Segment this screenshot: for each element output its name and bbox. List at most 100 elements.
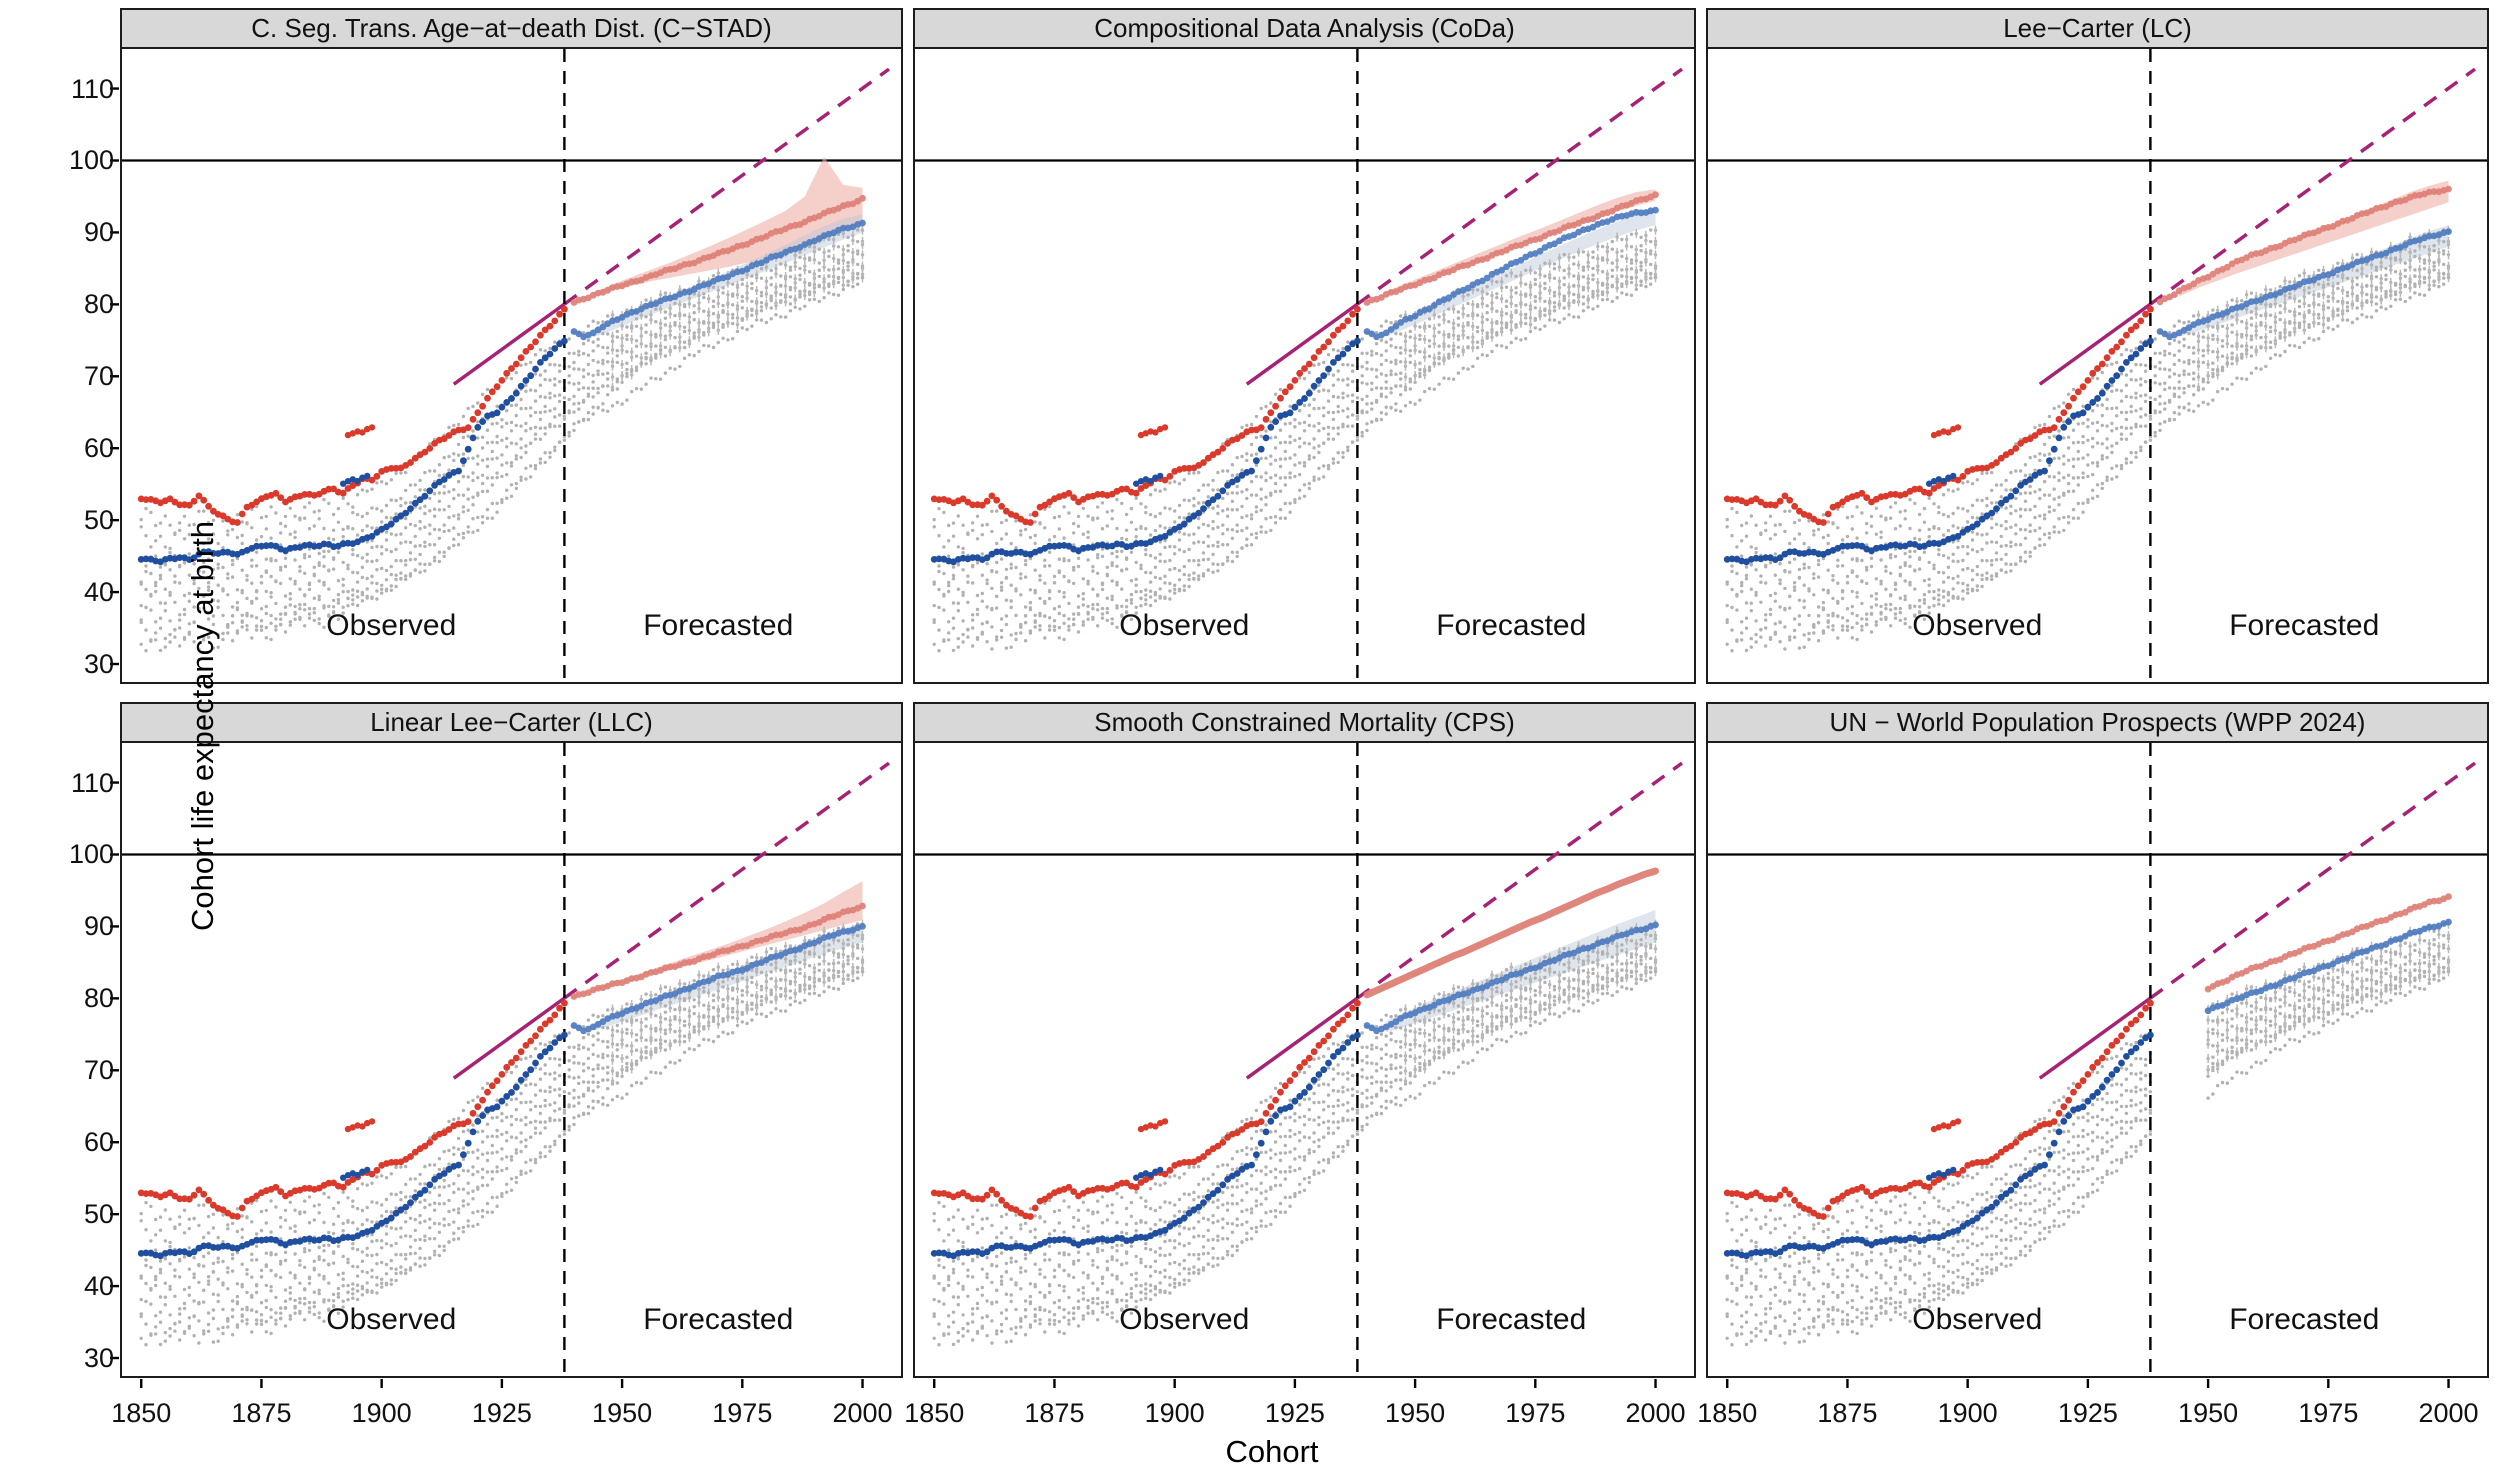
forecast-points xyxy=(1363,867,1659,1035)
y-axis-title: Cohort life expectancy at birth xyxy=(185,520,221,932)
y-tick-label: 70 xyxy=(83,1055,114,1086)
facet-plot-cps: Observed Forecasted xyxy=(915,743,1694,1388)
facet-panel-coda: Compositional Data Analysis (CoDa) Obser… xyxy=(913,8,1696,684)
record-trend-solid xyxy=(1245,996,1359,1080)
observed-label: Observed xyxy=(1119,1303,1249,1336)
observed-label: Observed xyxy=(1912,609,2042,642)
x-tick-label: 1900 xyxy=(351,1398,412,1428)
facet-row-top: 30 40 50 60 70 80 90 100 110 C. Seg. Trans. Age−… xyxy=(44,8,2500,684)
record-trend-dashed xyxy=(563,761,891,1000)
observed-record-points xyxy=(930,305,1361,566)
observed-record-points xyxy=(137,305,568,566)
y-tick-label: 90 xyxy=(83,217,114,248)
x-tick-label: 1925 xyxy=(471,1398,532,1428)
y-tick-label: 110 xyxy=(70,767,114,798)
x-tick-label: 1875 xyxy=(231,1398,292,1428)
confidence-band xyxy=(593,156,863,296)
y-tick-label: 40 xyxy=(83,577,114,608)
facet-panel-wpp: UN − World Population Prospects (WPP 202… xyxy=(1706,702,2489,1388)
x-tick-label: 1950 xyxy=(1385,1398,1446,1428)
record-trend-solid xyxy=(2038,996,2152,1080)
record-trend-dashed xyxy=(2149,761,2477,1000)
y-tick-label: 90 xyxy=(83,911,114,942)
observed-label: Observed xyxy=(326,1303,456,1336)
y-tick-label: 50 xyxy=(83,1199,114,1230)
x-tick-label: 1900 xyxy=(1937,1398,1998,1428)
record-trend-solid xyxy=(1245,302,1359,386)
x-tick-label: 1975 xyxy=(2298,1398,2359,1428)
facet-plot-cstad: Observed Forecasted xyxy=(110,49,901,682)
y-tick-label: 100 xyxy=(68,145,114,176)
y-tick-label: 80 xyxy=(83,289,114,320)
y-axis-gutter: Cohort life expectancy at birth xyxy=(0,8,220,1470)
x-tick-label: 1850 xyxy=(1697,1398,1758,1428)
x-tick-label: 2000 xyxy=(2418,1398,2479,1428)
panels-area: 30 40 50 60 70 80 90 100 110 C. Seg. Trans. Age−… xyxy=(44,8,2500,1470)
record-trend-solid xyxy=(452,302,566,386)
x-tick-label: 2000 xyxy=(1625,1398,1686,1428)
observed-record-points xyxy=(1723,999,2154,1260)
x-tick-label: 1925 xyxy=(1264,1398,1325,1428)
y-tick-label: 30 xyxy=(83,649,114,680)
country-points xyxy=(139,225,865,653)
red-forecast-line xyxy=(1363,867,1659,999)
observed-label: Observed xyxy=(326,609,456,642)
facet-row-bottom: 30 40 50 60 70 80 90 100 110 Linear Lee−Carter (… xyxy=(44,702,2500,1388)
record-trend-dashed xyxy=(563,67,891,306)
x-tick-label: 2000 xyxy=(832,1398,893,1428)
record-trend-solid xyxy=(2038,302,2152,386)
x-tick-label: 1950 xyxy=(2178,1398,2239,1428)
forecasted-label: Forecasted xyxy=(2229,1303,2379,1336)
observed-record-points xyxy=(137,999,568,1260)
facet-panel-cstad: C. Seg. Trans. Age−at−death Dist. (C−STA… xyxy=(110,8,903,684)
observed-label: Observed xyxy=(1912,1303,2042,1336)
facet-title-coda: Compositional Data Analysis (CoDa) xyxy=(915,10,1694,49)
facet-panel-cps: Smooth Constrained Mortality (CPS) Obser… xyxy=(913,702,1696,1388)
y-tick-label: 60 xyxy=(83,433,114,464)
forecasted-label: Forecasted xyxy=(1436,1303,1586,1336)
x-tick-label: 1925 xyxy=(2057,1398,2118,1428)
facet-title-lc: Lee−Carter (LC) xyxy=(1708,10,2487,49)
facet-plot-llc: Observed Forecasted xyxy=(110,743,901,1388)
record-trend-dashed xyxy=(1356,761,1684,1000)
x-ticks-row: 1850 1875 1900 1925 1950 1975 2000 1850 1875 1900… xyxy=(44,1396,2500,1432)
forecast-points xyxy=(2204,893,2452,1015)
record-trend-dashed xyxy=(2149,67,2477,306)
country-points xyxy=(932,225,1658,653)
country-points xyxy=(1725,225,2451,653)
observed-label: Observed xyxy=(1119,609,1249,642)
facet-title-cps: Smooth Constrained Mortality (CPS) xyxy=(915,704,1694,743)
x-tick-label: 1950 xyxy=(592,1398,653,1428)
y-tick-label: 80 xyxy=(83,983,114,1014)
forecast-points xyxy=(1363,191,1659,341)
x-axis-title: Cohort xyxy=(1225,1434,1319,1469)
forecasted-label: Forecasted xyxy=(2229,609,2379,642)
country-points xyxy=(139,919,865,1347)
x-tick-label: 1900 xyxy=(1144,1398,1205,1428)
facet-title-llc: Linear Lee−Carter (LLC) xyxy=(122,704,901,743)
forecast-points xyxy=(570,902,866,1035)
y-tick-label: 60 xyxy=(83,1127,114,1158)
forecasted-label: Forecasted xyxy=(1436,609,1586,642)
x-tick-label: 1875 xyxy=(1817,1398,1878,1428)
x-tick-label: 1875 xyxy=(1024,1398,1085,1428)
y-ticks-bottom-row: 30 40 50 60 70 80 90 100 110 xyxy=(44,702,120,1378)
forecasted-label: Forecasted xyxy=(643,1303,793,1336)
facet-plot-wpp: Observed Forecasted xyxy=(1708,743,2487,1388)
observed-record-points xyxy=(1723,305,2154,566)
y-tick-label: 100 xyxy=(68,839,114,870)
facet-panel-lc: Lee−Carter (LC) Observed Forecasted xyxy=(1706,8,2489,684)
facet-plot-lc: Observed Forecasted xyxy=(1708,49,2487,682)
x-tick-label: 1850 xyxy=(111,1398,172,1428)
facet-title-wpp: UN − World Population Prospects (WPP 202… xyxy=(1708,704,2487,743)
x-tick-label: 1850 xyxy=(904,1398,965,1428)
y-tick-label: 70 xyxy=(83,361,114,392)
forecast-points xyxy=(570,194,866,341)
record-trend-solid xyxy=(452,996,566,1080)
x-tick-label: 1975 xyxy=(712,1398,773,1428)
observed-record-points xyxy=(930,999,1361,1260)
facet-plot-coda: Observed Forecasted xyxy=(915,49,1694,682)
x-tick-label: 1975 xyxy=(1505,1398,1566,1428)
facet-panel-llc: Linear Lee−Carter (LLC) Observed Forecast… xyxy=(110,702,903,1388)
